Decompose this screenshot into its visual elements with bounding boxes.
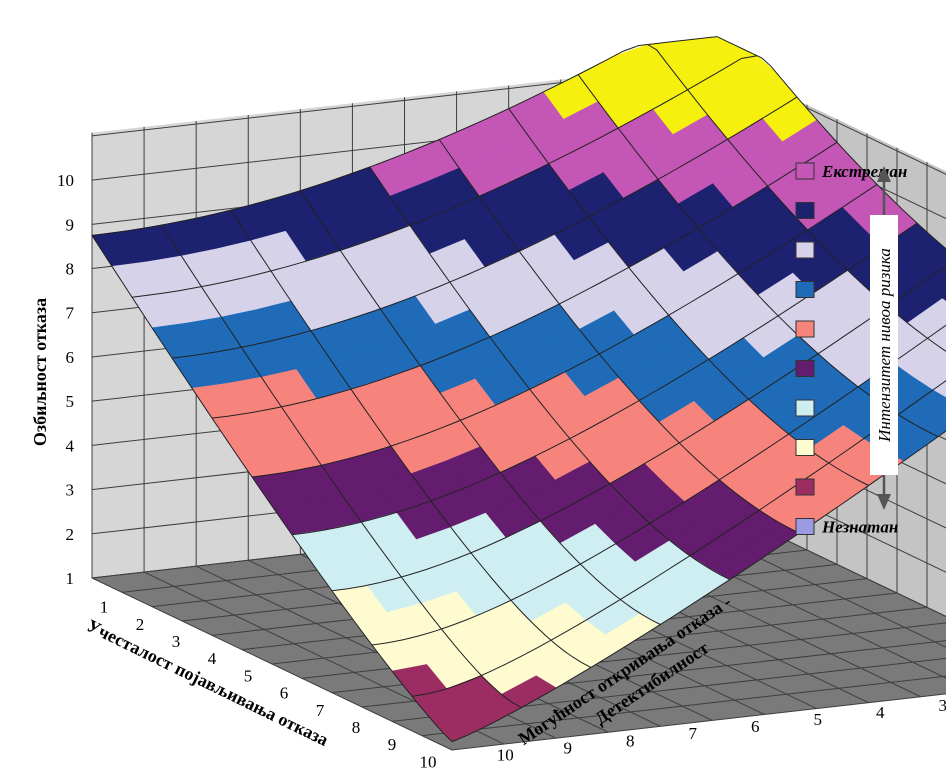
x-tick-label: 3 (172, 632, 181, 651)
mesh-line (171, 96, 798, 359)
x-tick-label: 6 (280, 684, 289, 703)
legend-swatch (795, 202, 815, 219)
x-tick-label: 9 (388, 735, 397, 754)
mesh-line (299, 190, 661, 625)
surface-plot (91, 36, 946, 743)
legend-swatch (795, 320, 815, 338)
legend-label: Незнатан (821, 518, 898, 537)
y-tick-label: 10 (497, 746, 514, 765)
mesh-line (91, 36, 718, 236)
z-tick-label: 5 (66, 392, 75, 411)
surface-cell (932, 380, 946, 399)
legend-entry: Незнатан (795, 518, 898, 537)
mesh-line (411, 380, 946, 697)
mesh-line (451, 430, 946, 743)
mesh-line (647, 44, 946, 352)
x-tick-label: 1 (100, 598, 109, 617)
risk-intensity-arrow: Интензитет нивоа ризика (870, 166, 898, 510)
x-tick-label: 2 (136, 615, 145, 634)
legend-entry (795, 399, 815, 417)
y-tick-label: 7 (689, 724, 698, 743)
y-tick-label: 6 (751, 717, 760, 736)
mesh-line (230, 209, 592, 668)
y-tick-label: 8 (626, 731, 635, 750)
legend-swatch (795, 281, 815, 298)
z-tick-label: 7 (66, 304, 75, 323)
legend-entry (795, 439, 815, 456)
mesh-line (211, 141, 838, 419)
legend-swatch (795, 478, 815, 496)
y-tick-label: 3 (939, 696, 946, 715)
x-tick-label: 4 (208, 649, 217, 668)
x-tick-label: 7 (316, 701, 325, 720)
z-tick-label: 2 (66, 525, 75, 544)
legend-entry (795, 320, 815, 338)
mesh-line (369, 166, 731, 581)
z-tick-label: 4 (66, 436, 75, 455)
legend-entry (795, 202, 815, 219)
surface-mesh (91, 36, 946, 743)
z-tick-label: 1 (66, 569, 75, 588)
z-tick-label: 8 (66, 260, 75, 279)
z-axis-title: Озбиљност отказа (30, 298, 50, 446)
mesh-line (438, 139, 800, 534)
legend-label: Екстреман (821, 162, 907, 181)
legend-swatch (795, 162, 815, 180)
legend-entry (795, 360, 815, 377)
arrow-label: Интензитет нивоа ризика (875, 248, 894, 443)
z-tick-label: 10 (57, 171, 74, 190)
surface-cell (941, 295, 946, 302)
mesh-line (331, 265, 946, 592)
mesh-line (91, 235, 453, 742)
legend-swatch (795, 518, 815, 535)
y-tick-label: 5 (814, 710, 823, 729)
legend-entry (795, 281, 815, 298)
z-tick-label: 3 (66, 481, 75, 500)
mesh-line (160, 224, 522, 709)
x-tick-label: 8 (352, 718, 361, 737)
legend-swatch (795, 241, 815, 259)
mesh-line (716, 36, 946, 250)
legend-entry: Екстреман (795, 162, 907, 181)
z-tick-label: 6 (66, 348, 75, 367)
mesh-line (131, 55, 758, 298)
legend-swatch (795, 360, 815, 377)
y-tick-label: 4 (876, 703, 885, 722)
axis-ticks: 123456789101234567891012345678910 (57, 171, 946, 771)
z-tick-label: 9 (66, 215, 75, 234)
legend-entry (795, 241, 815, 259)
legend-swatch (795, 399, 815, 417)
legend-entry (795, 478, 815, 496)
y-tick-label: 9 (564, 738, 573, 757)
legend-swatch (795, 439, 815, 456)
x-tick-label: 10 (420, 752, 437, 771)
x-tick-label: 5 (244, 666, 253, 685)
mesh-line (251, 183, 878, 478)
